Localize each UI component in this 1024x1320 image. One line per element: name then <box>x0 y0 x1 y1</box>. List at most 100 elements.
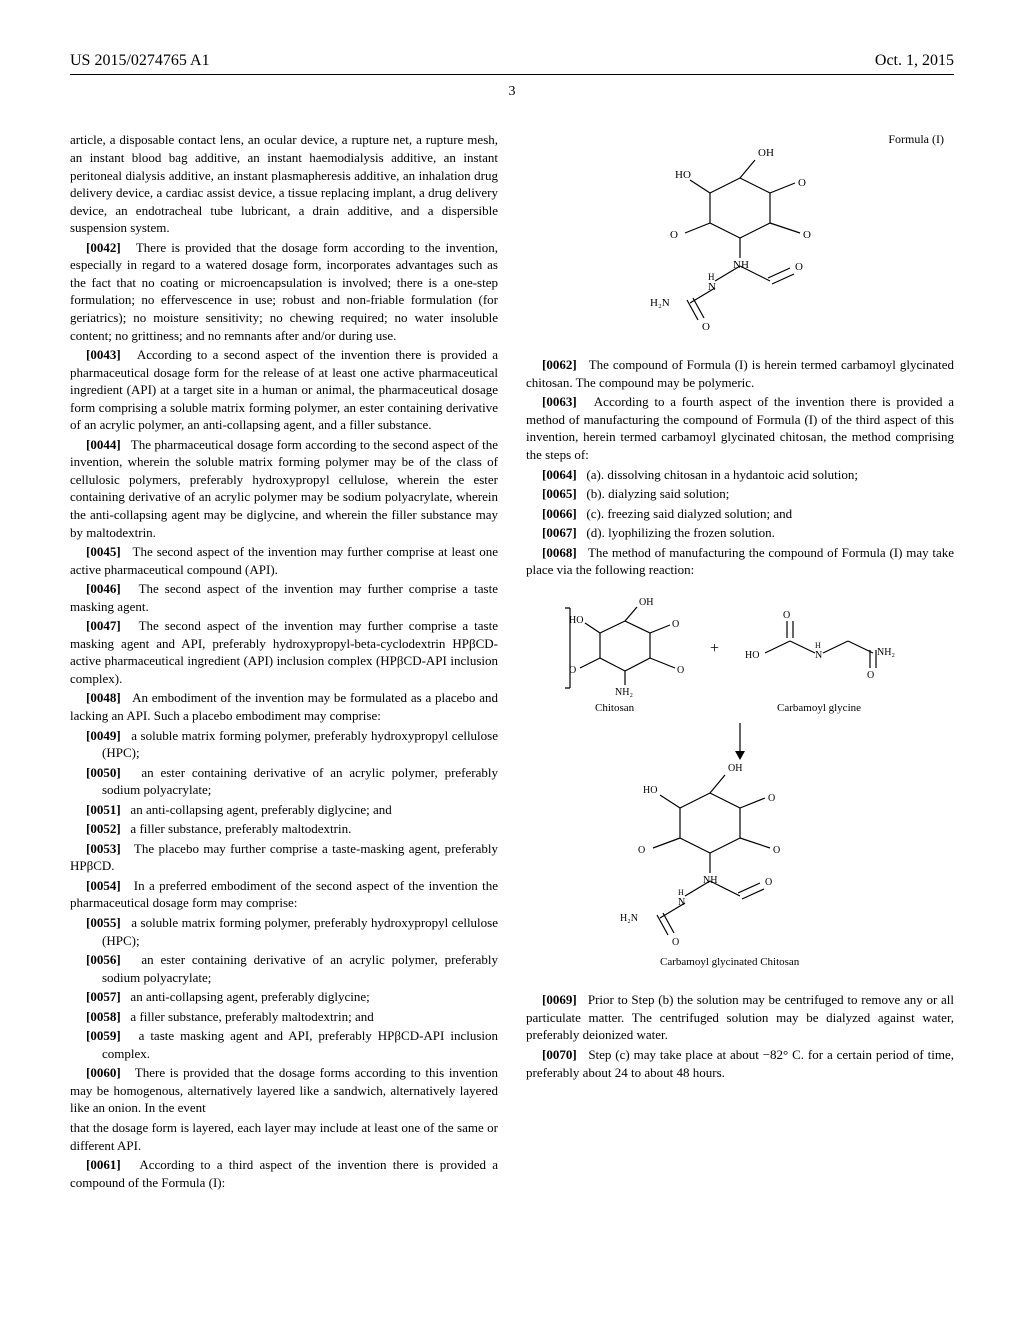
para-num-0063: [0063] <box>542 394 577 409</box>
para-num-0047: [0047] <box>86 618 121 633</box>
caption-chitosan: Chitosan <box>595 702 635 714</box>
svg-text:NH: NH <box>733 259 749 271</box>
para-num-0044: [0044] <box>86 437 121 452</box>
para-num-0065: [0065] <box>542 486 577 501</box>
para-num-0070: [0070] <box>542 1047 577 1062</box>
para-text-0063: According to a fourth aspect of the inve… <box>526 394 954 462</box>
paragraph-0048: [0048] An embodiment of the invention ma… <box>70 689 498 724</box>
para-text-0052: a filler substance, preferably maltodext… <box>130 821 351 836</box>
para-num-0059: [0059] <box>86 1028 121 1043</box>
para-text-0054: In a preferred embodiment of the second … <box>70 878 498 911</box>
paragraph-0045: [0045] The second aspect of the inventio… <box>70 543 498 578</box>
svg-text:HO: HO <box>675 169 691 181</box>
para-text-0067: (d). lyophilizing the frozen solution. <box>586 525 774 540</box>
para-text-0062: The compound of Formula (I) is herein te… <box>526 357 954 390</box>
paragraph-0053: [0053] The placebo may further comprise … <box>70 840 498 875</box>
para-num-0043: [0043] <box>86 347 121 362</box>
para-text-0065: (b). dialyzing said solution; <box>586 486 729 501</box>
svg-text:O: O <box>768 793 775 804</box>
paragraph-0050: [0050] an ester containing derivative of… <box>70 764 498 799</box>
caption-product: Carbamoyl glycinated Chitosan <box>660 956 800 968</box>
para-text-0061: According to a third aspect of the inven… <box>70 1157 498 1190</box>
plus-sign: + <box>710 640 719 657</box>
svg-text:HO: HO <box>745 650 759 661</box>
para-text-0060: There is provided that the dosage forms … <box>70 1065 498 1115</box>
para-num-0051: [0051] <box>86 802 121 817</box>
page-number: 3 <box>70 83 954 102</box>
paragraph-0064: [0064] (a). dissolving chitosan in a hyd… <box>526 466 954 484</box>
paragraph-0058: [0058] a filler substance, preferably ma… <box>70 1008 498 1026</box>
paragraph-0043: [0043] According to a second aspect of t… <box>70 346 498 434</box>
paragraph-0054: [0054] In a preferred embodiment of the … <box>70 877 498 912</box>
svg-text:O: O <box>765 877 772 888</box>
paragraph-0055: [0055] a soluble matrix forming polymer,… <box>70 914 498 949</box>
para-text-0043: According to a second aspect of the inve… <box>70 347 498 432</box>
para-text-0048: An embodiment of the invention may be fo… <box>70 690 498 723</box>
paragraph-0065: [0065] (b). dialyzing said solution; <box>526 485 954 503</box>
para-num-0058: [0058] <box>86 1009 121 1024</box>
para-num-0042: [0042] <box>86 240 121 255</box>
svg-text:NH₂: NH₂ <box>615 687 633 698</box>
para-text-0044: The pharmaceutical dosage form according… <box>70 437 498 540</box>
para-text-0050: an ester containing derivative of an acr… <box>102 765 498 798</box>
para-num-0055: [0055] <box>86 915 121 930</box>
para-num-0048: [0048] <box>86 690 121 705</box>
para-num-0068: [0068] <box>542 545 577 560</box>
svg-text:OH: OH <box>728 763 742 774</box>
para-text-0051: an anti-collapsing agent, preferably dig… <box>130 802 391 817</box>
paragraph-0069: [0069] Prior to Step (b) the solution ma… <box>526 991 954 1044</box>
paragraph-0059: [0059] a taste masking agent and API, pr… <box>70 1027 498 1062</box>
body-columns: article, a disposable contact lens, an o… <box>70 131 954 1251</box>
svg-text:N: N <box>815 650 822 661</box>
paragraph-0049: [0049] a soluble matrix forming polymer,… <box>70 727 498 762</box>
svg-text:O: O <box>672 937 679 948</box>
svg-text:O: O <box>773 845 780 856</box>
para-num-0053: [0053] <box>86 841 121 856</box>
para-text-0042: There is provided that the dosage form a… <box>70 240 498 343</box>
reaction-scheme-diagram: HO OH O O O NH₂ Chitosan + O HO H N NH₂ <box>526 593 954 978</box>
paragraph-0068: [0068] The method of manufacturing the c… <box>526 544 954 579</box>
para-text-0049: a soluble matrix forming polymer, prefer… <box>102 728 498 761</box>
publication-date: Oct. 1, 2015 <box>875 50 954 72</box>
para-text-0058: a filler substance, preferably maltodext… <box>130 1009 373 1024</box>
para-num-0067: [0067] <box>542 525 577 540</box>
para-num-0060: [0060] <box>86 1065 121 1080</box>
caption-carbamoyl-glycine: Carbamoyl glycine <box>777 702 861 714</box>
paragraph-0061: [0061] According to a third aspect of th… <box>70 1156 498 1191</box>
paragraph-0047: [0047] The second aspect of the inventio… <box>70 617 498 687</box>
svg-text:O: O <box>670 229 678 241</box>
formula-1-structure: HO OH O O O NH H N O H₂N O <box>620 138 860 338</box>
para-num-0049: [0049] <box>86 728 121 743</box>
svg-text:NH₂: NH₂ <box>877 647 895 658</box>
para-text-0055: a soluble matrix forming polymer, prefer… <box>102 915 498 948</box>
svg-text:O: O <box>702 321 710 333</box>
para-text-0045: The second aspect of the invention may f… <box>70 544 498 577</box>
para-num-0069: [0069] <box>542 992 577 1007</box>
para-num-0046: [0046] <box>86 581 121 596</box>
para-text-0069: Prior to Step (b) the solution may be ce… <box>526 992 954 1042</box>
page-header: US 2015/0274765 A1 Oct. 1, 2015 <box>70 50 954 75</box>
publication-number: US 2015/0274765 A1 <box>70 50 210 72</box>
svg-text:H₂N: H₂N <box>620 913 638 924</box>
para-num-0056: [0056] <box>86 952 121 967</box>
para-text-0068: The method of manufacturing the compound… <box>526 545 954 578</box>
para-text-0059: a taste masking agent and API, preferabl… <box>102 1028 498 1061</box>
para-num-0066: [0066] <box>542 506 577 521</box>
paragraph-0051: [0051] an anti-collapsing agent, prefera… <box>70 801 498 819</box>
para-text-0064: (a). dissolving chitosan in a hydantoic … <box>586 467 858 482</box>
paragraph-0062: [0062] The compound of Formula (I) is he… <box>526 356 954 391</box>
para-text-0057: an anti-collapsing agent, preferably dig… <box>130 989 369 1004</box>
paragraph-0042: [0042] There is provided that the dosage… <box>70 239 498 344</box>
para-num-0050: [0050] <box>86 765 121 780</box>
para-text-0053: The placebo may further comprise a taste… <box>70 841 498 874</box>
paragraph-0070: [0070] Step (c) may take place at about … <box>526 1046 954 1081</box>
svg-text:N: N <box>678 897 685 908</box>
para-num-0052: [0052] <box>86 821 121 836</box>
paragraph-0046: [0046] The second aspect of the inventio… <box>70 580 498 615</box>
svg-text:N: N <box>708 281 716 293</box>
svg-text:HO: HO <box>643 785 657 796</box>
reaction-structure: HO OH O O O NH₂ Chitosan + O HO H N NH₂ <box>545 593 935 973</box>
paragraph-0066: [0066] (c). freezing said dialyzed solut… <box>526 505 954 523</box>
para-num-0062: [0062] <box>542 357 577 372</box>
svg-text:NH: NH <box>703 875 717 886</box>
